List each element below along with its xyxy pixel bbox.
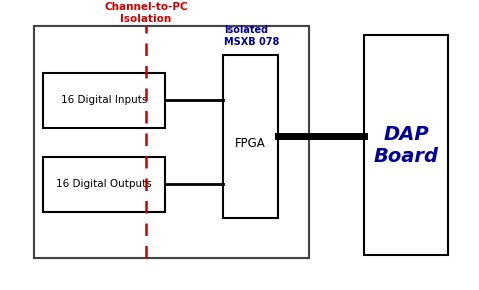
Bar <box>43 157 165 212</box>
Text: 16 Digital Inputs: 16 Digital Inputs <box>61 95 148 105</box>
Bar <box>34 26 309 258</box>
Bar <box>364 35 448 255</box>
Text: 16 Digital Outputs: 16 Digital Outputs <box>57 179 152 189</box>
Text: DAP
Board: DAP Board <box>374 124 439 166</box>
Bar <box>223 55 278 218</box>
Text: Isolated
MSXB 078: Isolated MSXB 078 <box>224 26 280 47</box>
Text: FPGA: FPGA <box>235 137 266 150</box>
Text: Channel-to-PC
Isolation: Channel-to-PC Isolation <box>104 2 188 24</box>
Bar <box>34 26 309 258</box>
Bar <box>43 72 165 128</box>
